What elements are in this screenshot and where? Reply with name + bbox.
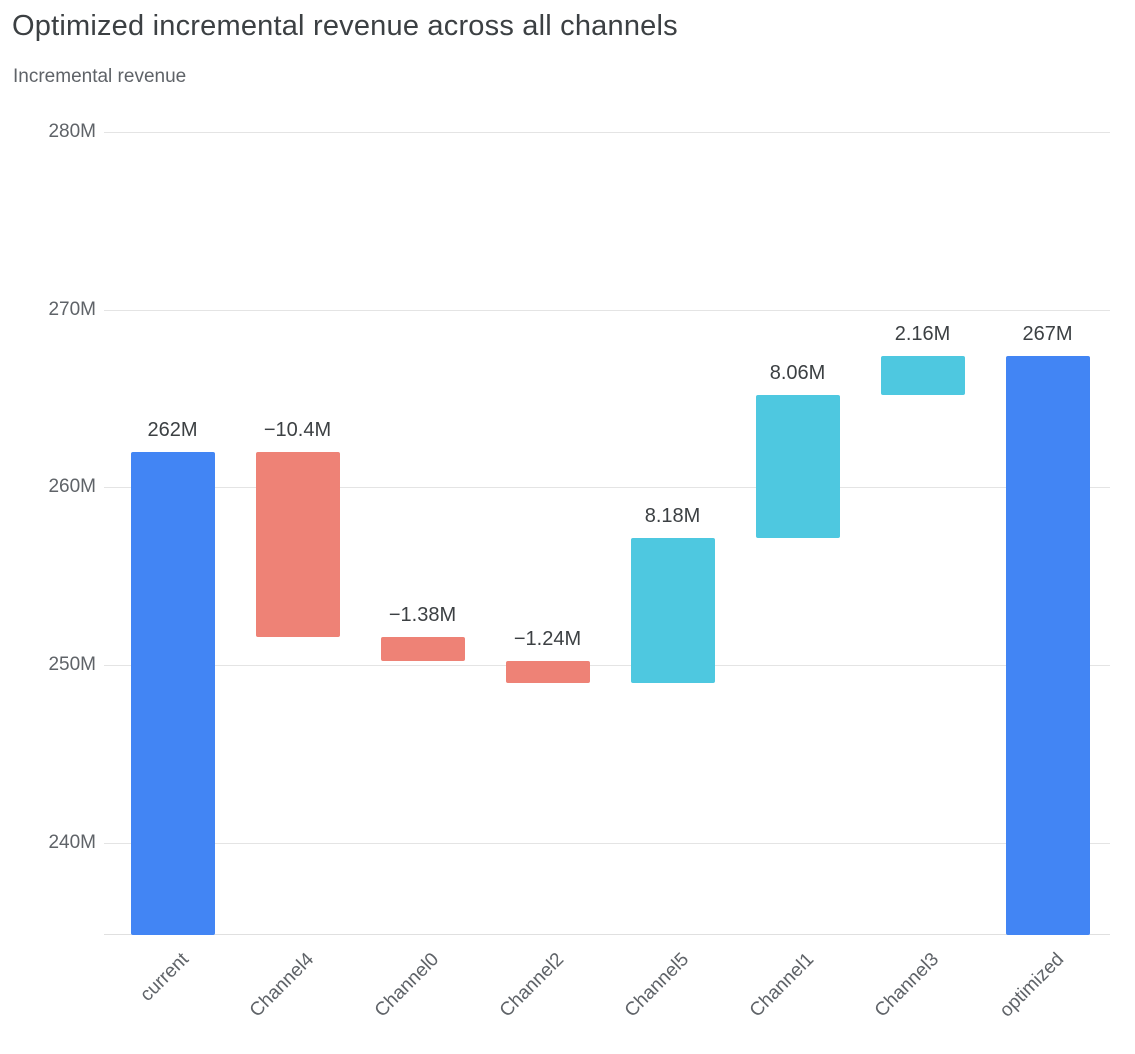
y-axis-tick-label: 280M <box>48 121 96 143</box>
bar-value-label: 2.16M <box>894 323 951 346</box>
bar-Channel0 <box>380 636 465 662</box>
plot-area: 262M −10.4M −1.38M −1.24M 8.18M 8.06M 2.16M 267… <box>104 118 1110 935</box>
x-axis-label: Channel5 <box>620 949 694 1022</box>
bar-Channel5 <box>630 537 715 684</box>
x-axis-label: Channel0 <box>370 949 444 1022</box>
bar-value-label: −10.4M <box>263 418 332 441</box>
bar-value-label: 8.06M <box>769 361 826 384</box>
bar-optimized <box>1005 356 1090 935</box>
chart-subtitle: Incremental revenue <box>13 66 187 87</box>
gridline <box>104 309 1110 311</box>
bar-value-label: 262M <box>147 418 198 441</box>
x-axis-label: Channel4 <box>245 949 319 1022</box>
bar-value-label: −1.38M <box>388 603 457 626</box>
x-axis-label: optimized <box>995 949 1069 1022</box>
bar-current <box>130 451 215 935</box>
x-axis-line <box>104 934 1110 935</box>
y-axis: 280M 270M 260M 250M 240M <box>0 118 96 935</box>
y-axis-tick-label: 270M <box>48 298 96 320</box>
x-axis-label: Channel3 <box>870 949 944 1022</box>
gridline <box>104 665 1110 667</box>
gridline <box>104 132 1110 134</box>
bar-Channel2 <box>505 661 590 684</box>
bar-Channel1 <box>755 394 840 538</box>
bar-value-label: −1.24M <box>513 628 582 651</box>
gridline <box>104 487 1110 489</box>
bar-Channel4 <box>255 451 340 637</box>
x-axis-label: Channel1 <box>745 949 819 1022</box>
gridline <box>104 842 1110 844</box>
y-axis-tick-label: 250M <box>48 654 96 676</box>
y-axis-tick-label: 260M <box>48 476 96 498</box>
bar-value-label: 267M <box>1022 323 1073 346</box>
bar-value-label: 8.18M <box>644 504 701 527</box>
page-title: Optimized incremental revenue across all… <box>12 10 678 42</box>
x-axis-label: Channel2 <box>495 949 569 1022</box>
bar-Channel3 <box>880 356 965 395</box>
y-axis-tick-label: 240M <box>48 831 96 853</box>
x-axis-label: current <box>136 949 194 1006</box>
x-axis: current Channel4 Channel0 Channel2 Channel5 C… <box>110 935 1110 1054</box>
